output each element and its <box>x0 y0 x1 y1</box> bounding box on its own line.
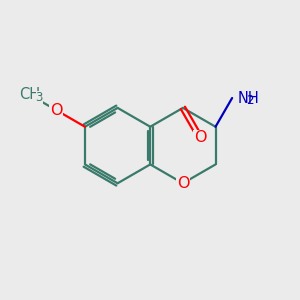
Text: O: O <box>50 103 62 118</box>
Text: O: O <box>194 130 206 146</box>
Text: O: O <box>177 176 189 191</box>
Text: 2: 2 <box>246 94 253 107</box>
Text: CH: CH <box>19 87 40 102</box>
Text: NH: NH <box>237 91 259 106</box>
Text: 3: 3 <box>36 91 43 104</box>
